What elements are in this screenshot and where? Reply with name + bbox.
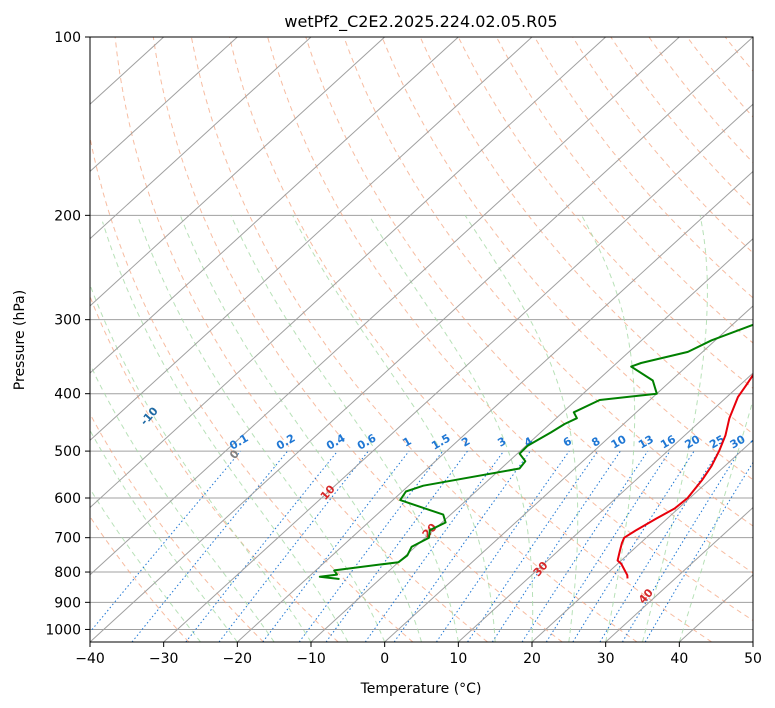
dewpoint-profile-line bbox=[318, 323, 753, 580]
temperature-profile-line bbox=[616, 373, 753, 579]
mixing-ratio-line bbox=[599, 450, 720, 642]
dry-adiabat-line bbox=[90, 295, 339, 642]
isotherm-line bbox=[90, 37, 753, 642]
moist-adiabat-line bbox=[90, 283, 312, 642]
dry-adiabat-line bbox=[267, 37, 753, 622]
x-tick-label: 40 bbox=[670, 651, 688, 667]
mixing-ratio-line bbox=[131, 450, 288, 642]
mixing-ratio-line bbox=[467, 450, 599, 642]
dry-adiabat-line bbox=[114, 37, 488, 642]
dry-adiabat-line bbox=[419, 37, 753, 435]
chart-title: wetPf2_C2E2.2025.224.02.05.R05 bbox=[284, 12, 557, 32]
isotherm-line bbox=[457, 372, 753, 642]
isotherm-line bbox=[90, 37, 607, 509]
isotherm-line bbox=[90, 37, 459, 374]
mixing-ratio-line bbox=[545, 450, 671, 642]
dry-adiabat-line bbox=[90, 135, 414, 642]
y-tick-label: 700 bbox=[54, 531, 81, 547]
dry-adiabat-line bbox=[572, 37, 753, 254]
moist-adiabat-line bbox=[102, 221, 349, 642]
mixing-ratio-line bbox=[621, 450, 740, 642]
dry-adiabat-line bbox=[229, 37, 712, 642]
moist-adiabat-line bbox=[368, 215, 534, 642]
isotherm-line bbox=[531, 439, 753, 642]
mixing-ratio-line bbox=[393, 450, 531, 642]
dry-adiabat-line bbox=[610, 37, 753, 209]
isotherm-line bbox=[605, 506, 753, 642]
y-tick-label: 400 bbox=[54, 387, 81, 403]
moist-adiabat-line bbox=[581, 215, 636, 642]
dry-adiabat-line bbox=[648, 37, 753, 164]
isotherm-line bbox=[236, 170, 753, 642]
x-tick-label: 10 bbox=[449, 651, 467, 667]
isotherm-line bbox=[90, 37, 533, 442]
isotherm-line bbox=[90, 37, 238, 173]
isotherm-line bbox=[90, 37, 680, 576]
mixing-ratio-line bbox=[185, 450, 338, 642]
x-tick-label: −20 bbox=[223, 651, 253, 667]
y-tick-label: 300 bbox=[54, 313, 81, 329]
dry-adiabat-line bbox=[534, 37, 753, 299]
dry-adiabat-line bbox=[90, 515, 190, 642]
moist-adiabat-line bbox=[678, 398, 753, 642]
y-axis-label: Pressure (hPa) bbox=[12, 290, 28, 390]
y-tick-label: 800 bbox=[54, 565, 81, 581]
dry-adiabat-line bbox=[90, 412, 264, 642]
x-tick-label: −30 bbox=[149, 651, 179, 667]
mixing-ratio-line bbox=[644, 461, 753, 642]
dry-adiabat-line bbox=[190, 37, 638, 642]
dry-adiabat-line bbox=[381, 37, 753, 481]
moist-adiabat-line bbox=[179, 215, 422, 642]
mixing-ratio-line bbox=[262, 450, 410, 642]
x-tick-label: 50 bbox=[744, 651, 762, 667]
moist-adiabat-line bbox=[230, 215, 459, 642]
dry-adiabat-line bbox=[152, 37, 563, 642]
dry-adiabat-line bbox=[305, 37, 753, 574]
x-tick-label: 30 bbox=[597, 651, 615, 667]
x-tick-label: 0 bbox=[380, 651, 389, 667]
y-tick-label: 900 bbox=[54, 595, 81, 611]
mixing-ratio-line bbox=[90, 450, 242, 633]
moist-adiabat-line bbox=[90, 488, 201, 642]
y-tick-label: 100 bbox=[54, 30, 81, 46]
moist-adiabat-line bbox=[292, 215, 496, 642]
mixing-ratio-line bbox=[364, 450, 505, 642]
mixing-ratio-line bbox=[572, 450, 695, 642]
x-tick-label: −40 bbox=[75, 651, 105, 667]
y-tick-label: 200 bbox=[54, 208, 81, 224]
y-tick-label: 1000 bbox=[45, 622, 81, 638]
isotherm-line bbox=[163, 103, 753, 642]
plot-frame bbox=[89, 36, 754, 643]
moist-adiabat-line bbox=[90, 363, 275, 642]
y-tick-label: 600 bbox=[54, 491, 81, 507]
moist-adiabat-line bbox=[137, 215, 386, 642]
isotherm-line bbox=[90, 37, 386, 307]
mixing-ratio-label: 36 bbox=[748, 432, 768, 451]
x-tick-label: 20 bbox=[523, 651, 541, 667]
x-tick-label: −10 bbox=[296, 651, 326, 667]
x-axis-label: Temperature (°C) bbox=[360, 681, 482, 697]
mixing-ratio-line bbox=[218, 450, 369, 642]
isotherm-line bbox=[90, 37, 312, 240]
y-tick-label: 500 bbox=[54, 444, 81, 460]
